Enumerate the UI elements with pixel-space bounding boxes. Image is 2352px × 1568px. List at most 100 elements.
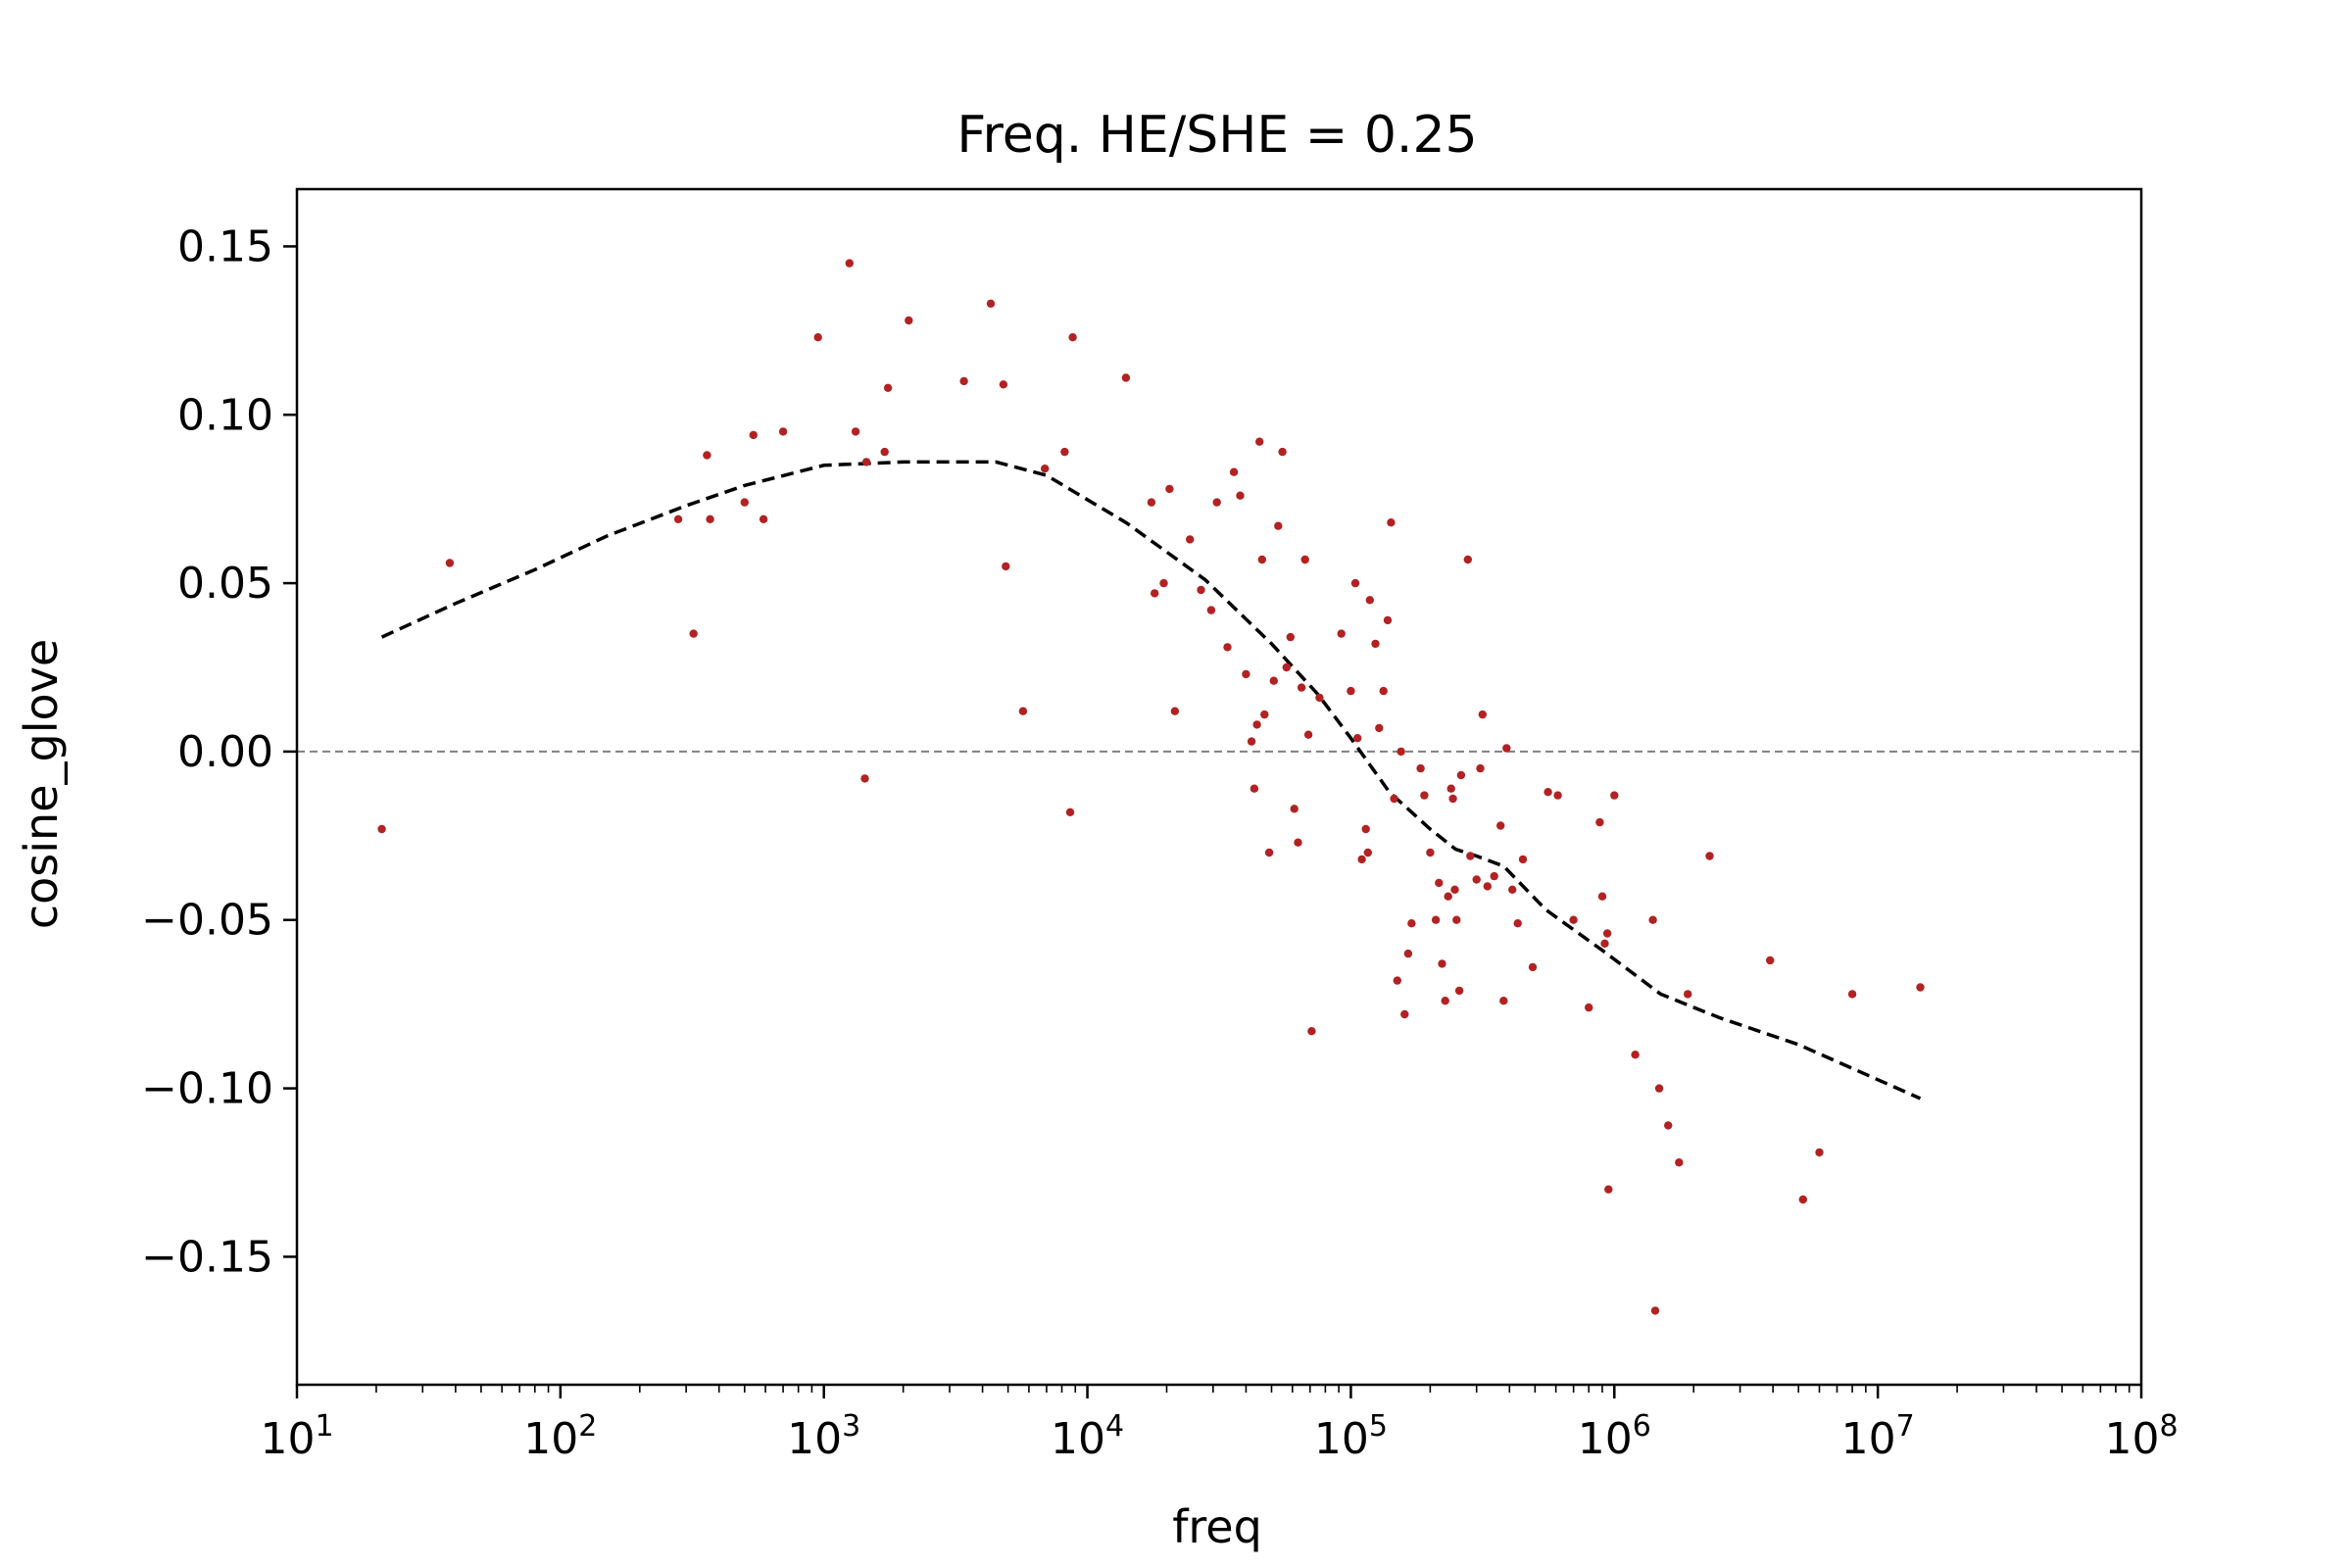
data-point-26 bbox=[1065, 808, 1075, 816]
data-point-71 bbox=[1379, 686, 1388, 696]
data-point-104 bbox=[1508, 885, 1517, 894]
data-point-127 bbox=[1798, 1195, 1808, 1204]
data-point-128 bbox=[1815, 1148, 1824, 1157]
data-point-46 bbox=[1257, 555, 1267, 564]
data-point-53 bbox=[1286, 632, 1296, 642]
data-point-11 bbox=[813, 333, 822, 342]
y-tick-label: 0.15 bbox=[177, 221, 273, 271]
y-axis-label: cosine_glove bbox=[15, 639, 68, 929]
y-axis-ticks: 0.15 0.10 0.05 0.00 −0.05 −0.10 −0.15 bbox=[141, 221, 297, 1282]
data-point-106 bbox=[1518, 855, 1528, 864]
data-point-5 bbox=[703, 451, 711, 460]
data-point-29 bbox=[1147, 498, 1156, 507]
data-point-122 bbox=[1664, 1121, 1673, 1130]
data-point-37 bbox=[1212, 498, 1221, 507]
data-point-18 bbox=[905, 316, 913, 325]
data-point-62 bbox=[1347, 686, 1355, 696]
y-tick-label: 0.00 bbox=[177, 727, 273, 777]
data-point-63 bbox=[1350, 578, 1360, 588]
data-point-80 bbox=[1416, 763, 1425, 773]
data-point-114 bbox=[1600, 939, 1609, 948]
data-point-123 bbox=[1675, 1158, 1684, 1167]
data-point-109 bbox=[1553, 791, 1562, 800]
data-point-111 bbox=[1585, 1003, 1593, 1012]
data-point-93 bbox=[1456, 770, 1466, 780]
data-point-75 bbox=[1393, 976, 1402, 985]
data-point-85 bbox=[1438, 959, 1446, 968]
data-point-55 bbox=[1294, 838, 1302, 847]
data-point-7 bbox=[740, 498, 749, 507]
chart-title: Freq. HE/SHE = 0.25 bbox=[956, 106, 1477, 165]
data-point-108 bbox=[1544, 788, 1552, 797]
data-point-94 bbox=[1463, 555, 1473, 564]
data-point-6 bbox=[706, 514, 714, 523]
data-point-22 bbox=[1002, 562, 1010, 571]
y-tick-label: 0.05 bbox=[177, 559, 273, 609]
data-point-116 bbox=[1604, 1185, 1613, 1194]
data-point-102 bbox=[1499, 997, 1508, 1005]
data-point-91 bbox=[1452, 915, 1461, 924]
data-point-112 bbox=[1595, 817, 1604, 827]
data-point-25 bbox=[1060, 447, 1069, 457]
data-point-117 bbox=[1610, 791, 1619, 800]
data-point-82 bbox=[1426, 848, 1435, 858]
data-point-36 bbox=[1206, 606, 1216, 614]
data-point-95 bbox=[1466, 852, 1475, 860]
data-point-67 bbox=[1363, 848, 1373, 858]
data-point-1 bbox=[377, 824, 386, 834]
data-point-92 bbox=[1454, 986, 1464, 996]
data-point-89 bbox=[1448, 794, 1457, 804]
data-point-110 bbox=[1569, 915, 1578, 924]
data-point-83 bbox=[1431, 915, 1441, 924]
data-point-33 bbox=[1170, 707, 1180, 715]
data-point-32 bbox=[1165, 484, 1174, 494]
data-point-78 bbox=[1403, 949, 1413, 958]
data-point-8 bbox=[749, 430, 758, 440]
data-point-44 bbox=[1252, 720, 1261, 729]
data-point-4 bbox=[689, 629, 698, 638]
data-point-74 bbox=[1390, 794, 1398, 804]
data-point-69 bbox=[1371, 639, 1380, 649]
data-point-43 bbox=[1250, 784, 1259, 793]
data-point-66 bbox=[1361, 824, 1370, 834]
data-point-125 bbox=[1705, 852, 1714, 860]
data-point-10 bbox=[778, 427, 788, 436]
data-point-41 bbox=[1242, 669, 1250, 679]
data-point-56 bbox=[1297, 683, 1306, 692]
data-point-24 bbox=[1041, 465, 1050, 473]
data-point-45 bbox=[1255, 437, 1264, 446]
trend-line-layer bbox=[380, 460, 1922, 1101]
data-point-84 bbox=[1435, 878, 1444, 888]
data-point-77 bbox=[1400, 1009, 1409, 1019]
data-point-96 bbox=[1472, 875, 1481, 884]
data-point-68 bbox=[1365, 596, 1375, 605]
x-tick-label: 108 bbox=[2104, 1409, 2178, 1464]
data-point-27 bbox=[1068, 333, 1077, 342]
data-point-90 bbox=[1450, 885, 1459, 894]
y-tick-label: −0.15 bbox=[141, 1232, 273, 1282]
data-point-65 bbox=[1357, 855, 1366, 864]
data-point-119 bbox=[1648, 915, 1657, 924]
data-point-23 bbox=[1018, 707, 1028, 715]
x-axis-label: freq bbox=[1172, 1500, 1262, 1553]
data-point-121 bbox=[1654, 1084, 1664, 1093]
data-point-120 bbox=[1650, 1306, 1660, 1315]
data-point-38 bbox=[1223, 643, 1232, 652]
data-point-73 bbox=[1387, 518, 1396, 527]
data-point-35 bbox=[1197, 585, 1205, 595]
data-point-99 bbox=[1483, 882, 1493, 891]
data-point-40 bbox=[1236, 491, 1245, 500]
data-point-20 bbox=[986, 299, 996, 308]
y-tick-label: −0.10 bbox=[141, 1064, 273, 1114]
y-tick-label: −0.05 bbox=[141, 896, 273, 946]
data-point-107 bbox=[1528, 962, 1538, 972]
plot-frame bbox=[295, 187, 2143, 1387]
data-point-52 bbox=[1282, 662, 1292, 672]
data-point-81 bbox=[1420, 791, 1429, 800]
data-point-42 bbox=[1247, 737, 1256, 746]
data-point-49 bbox=[1269, 676, 1279, 685]
data-point-19 bbox=[959, 376, 968, 386]
data-point-103 bbox=[1502, 744, 1511, 753]
data-point-126 bbox=[1766, 956, 1775, 965]
